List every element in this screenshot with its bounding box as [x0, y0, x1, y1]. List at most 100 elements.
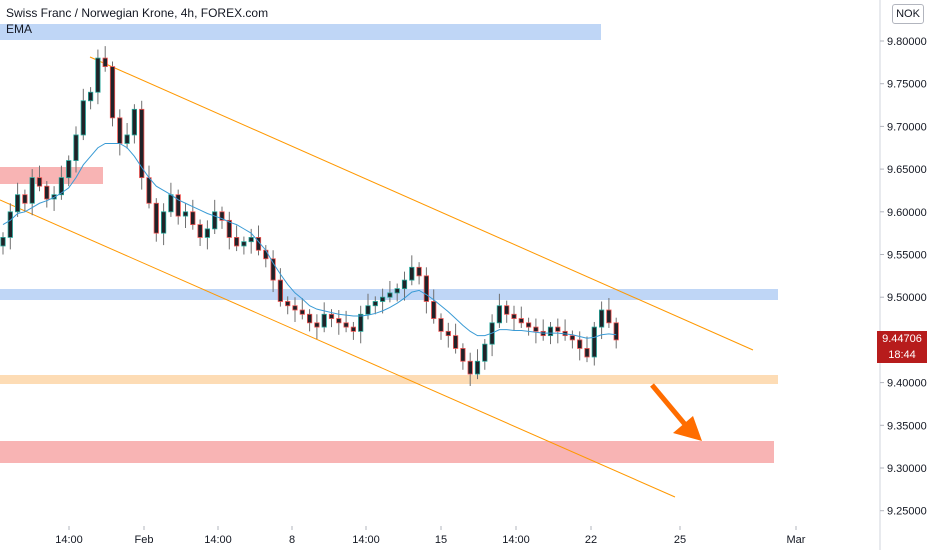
candle[interactable] — [452, 323, 459, 354]
candle[interactable] — [438, 313, 444, 340]
candle[interactable] — [190, 199, 196, 230]
candle[interactable] — [591, 321, 597, 366]
supply-zone[interactable] — [0, 167, 103, 184]
candle[interactable] — [350, 321, 357, 340]
candle[interactable] — [14, 182, 21, 217]
candle[interactable] — [372, 296, 378, 315]
time-tick-label: 25 — [674, 534, 686, 546]
candle[interactable] — [606, 298, 612, 328]
candle[interactable] — [88, 87, 94, 110]
candle[interactable] — [569, 330, 576, 349]
candle[interactable] — [321, 302, 327, 333]
candle[interactable] — [482, 339, 488, 370]
candle[interactable] — [409, 255, 415, 286]
candle[interactable] — [511, 305, 517, 331]
candle[interactable] — [306, 309, 313, 332]
candle[interactable] — [0, 232, 6, 255]
candle[interactable] — [474, 349, 481, 380]
price-tick-label: 9.35000 — [887, 420, 927, 432]
candle[interactable] — [22, 189, 28, 212]
price-tick-label: 9.30000 — [887, 463, 927, 475]
candle[interactable] — [584, 336, 590, 363]
candle[interactable] — [460, 343, 466, 370]
candle[interactable] — [139, 100, 145, 190]
candle[interactable] — [241, 236, 247, 255]
candle[interactable] — [7, 203, 13, 250]
candle[interactable] — [292, 297, 298, 322]
candle[interactable] — [343, 310, 349, 333]
candle[interactable] — [160, 203, 167, 246]
price-tick-label: 9.70000 — [887, 121, 927, 133]
candle[interactable] — [95, 49, 101, 105]
candle[interactable] — [219, 206, 225, 229]
candle[interactable] — [102, 46, 108, 72]
candle[interactable] — [36, 165, 43, 192]
candle[interactable] — [394, 283, 400, 302]
price-tick-label: 9.55000 — [887, 250, 927, 262]
candle[interactable] — [299, 298, 305, 320]
candle[interactable] — [270, 250, 276, 293]
candle[interactable] — [285, 296, 291, 315]
support-zone[interactable] — [0, 375, 778, 384]
candle[interactable] — [613, 317, 619, 349]
currency-selector[interactable]: NOK — [892, 4, 924, 24]
candle[interactable] — [175, 189, 181, 225]
projection-arrow-icon[interactable] — [650, 383, 702, 441]
price-tick-label: 9.25000 — [887, 506, 927, 518]
candle[interactable] — [431, 289, 437, 324]
candle[interactable] — [131, 104, 137, 144]
candle[interactable] — [555, 318, 561, 344]
candle[interactable] — [58, 165, 65, 200]
candle[interactable] — [379, 288, 386, 314]
time-tick-label: Mar — [787, 534, 806, 546]
ema-legend[interactable]: EMA — [6, 22, 33, 36]
candle[interactable] — [124, 122, 130, 149]
target-zone[interactable] — [0, 441, 774, 463]
candle[interactable] — [197, 219, 203, 246]
price-tick-label: 9.60000 — [887, 207, 927, 219]
candle[interactable] — [526, 317, 532, 336]
candle[interactable] — [226, 211, 232, 250]
ema-line — [2, 142, 617, 339]
candle[interactable] — [109, 61, 116, 127]
candle[interactable] — [423, 267, 430, 314]
candle[interactable] — [518, 306, 524, 328]
price-tick-label: 9.40000 — [887, 378, 927, 390]
candle[interactable] — [182, 203, 189, 229]
candle[interactable] — [467, 352, 473, 387]
time-tick-label: 8 — [289, 534, 295, 546]
candle[interactable] — [44, 181, 50, 208]
candle[interactable] — [233, 225, 240, 252]
candle[interactable] — [358, 305, 364, 344]
candle[interactable] — [80, 88, 86, 141]
candle[interactable] — [212, 199, 218, 235]
time-tick-label: 22 — [585, 534, 597, 546]
channel-lower-line[interactable] — [0, 199, 676, 498]
candle[interactable] — [416, 262, 422, 285]
price-tick-label: 9.50000 — [887, 292, 927, 304]
candle[interactable] — [153, 198, 159, 242]
chart-title: Swiss Franc / Norwegian Krone, 4h, FOREX… — [6, 6, 269, 20]
last-price-label: 9.44706 — [877, 331, 927, 348]
candle[interactable] — [504, 300, 510, 323]
candle[interactable] — [314, 314, 320, 340]
resistance-zone-top[interactable] — [0, 24, 601, 40]
candle[interactable] — [445, 322, 451, 348]
candle[interactable] — [401, 271, 408, 301]
candle[interactable] — [599, 301, 605, 340]
time-tick-label: 15 — [435, 534, 447, 546]
candle[interactable] — [496, 293, 503, 328]
candle[interactable] — [204, 220, 210, 250]
time-axis: 14:00 Feb 14:00 8 14:00 15 14:00 22 25 Mar — [55, 526, 806, 546]
candle[interactable] — [387, 280, 393, 303]
time-tick-label: Feb — [135, 534, 154, 546]
time-tick-label: 14:00 — [352, 534, 380, 546]
time-tick-label: 14:00 — [502, 534, 530, 546]
price-tick-label: 9.65000 — [887, 164, 927, 176]
channel-upper-line[interactable] — [89, 56, 754, 351]
candle[interactable] — [66, 155, 72, 187]
candle[interactable] — [73, 126, 79, 173]
time-tick-label: 14:00 — [204, 534, 232, 546]
candle[interactable] — [533, 318, 539, 344]
